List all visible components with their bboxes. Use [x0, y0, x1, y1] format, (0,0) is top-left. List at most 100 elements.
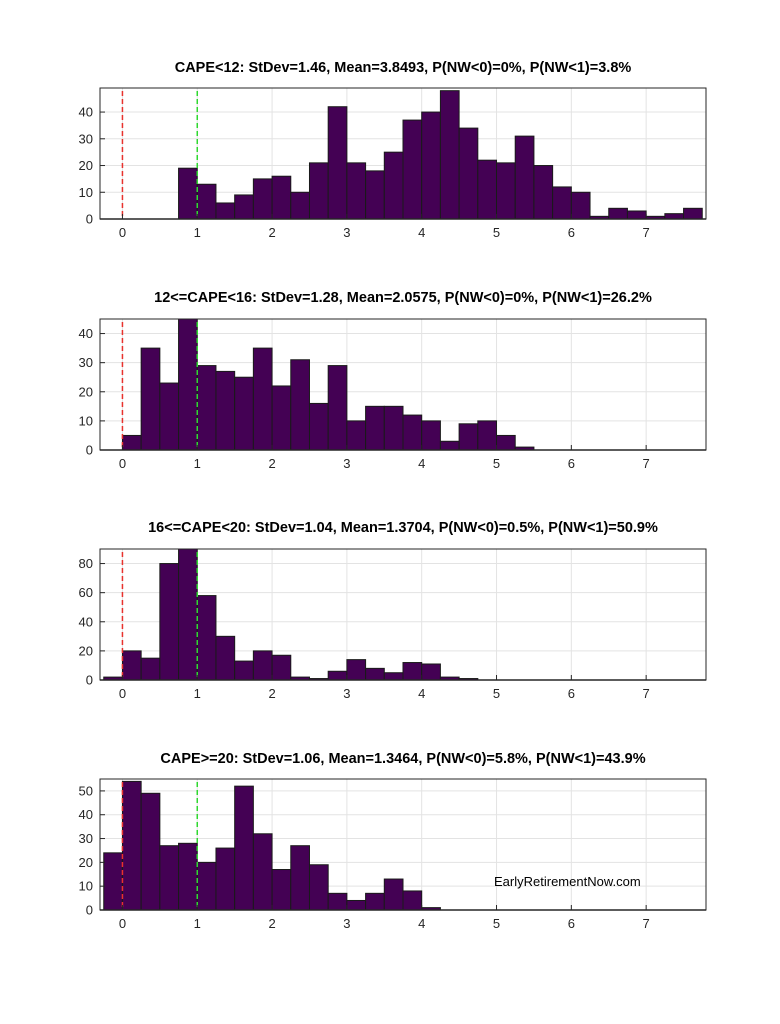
y-tick-label: 30	[79, 355, 93, 370]
histogram-bar	[121, 780, 142, 911]
histogram-bar	[178, 842, 198, 911]
histogram-bar	[159, 563, 180, 681]
histogram-bar	[196, 861, 217, 911]
y-tick-label: 10	[79, 185, 93, 200]
histogram-bar	[252, 178, 273, 220]
histogram-bar	[421, 420, 441, 451]
histogram-bar	[664, 213, 685, 220]
histogram-bar	[683, 207, 703, 220]
watermark-text: EarlyRetirementNow.com	[494, 874, 641, 889]
histogram-bar	[215, 202, 236, 220]
x-tick-label: 0	[119, 916, 126, 931]
histogram-bar	[533, 165, 554, 220]
histogram-bar	[496, 434, 516, 451]
histogram-bar	[178, 318, 198, 451]
x-tick-label: 6	[568, 456, 575, 471]
x-tick-label: 4	[418, 686, 425, 701]
x-tick-label: 3	[343, 456, 350, 471]
x-tick-label: 2	[268, 916, 275, 931]
x-tick-label: 7	[643, 225, 650, 240]
histogram-bar	[365, 667, 385, 681]
x-tick-label: 6	[568, 916, 575, 931]
histogram-bar	[140, 657, 161, 681]
histogram-bar	[252, 833, 273, 911]
histogram-bar	[271, 385, 292, 451]
histogram-bar	[271, 654, 292, 681]
x-tick-label: 2	[268, 686, 275, 701]
histogram-bar	[196, 365, 217, 451]
histogram-bar	[439, 440, 460, 451]
histogram-bar	[159, 845, 180, 911]
histogram-bar	[552, 186, 572, 220]
histogram-bar	[458, 423, 479, 451]
y-tick-label: 40	[79, 807, 93, 822]
x-tick-label: 0	[119, 225, 126, 240]
x-tick-label: 4	[418, 225, 425, 240]
histogram-bar	[252, 650, 273, 681]
y-tick-label: 80	[79, 556, 93, 571]
x-tick-label: 3	[343, 686, 350, 701]
panel-title: 16<=CAPE<20: StDev=1.04, Mean=1.3704, P(…	[148, 520, 658, 536]
histogram-bar	[477, 159, 498, 220]
y-tick-label: 0	[86, 673, 93, 688]
histogram-bar	[608, 207, 628, 220]
histogram-bar	[346, 420, 367, 451]
x-tick-label: 4	[418, 456, 425, 471]
histogram-bar	[234, 660, 254, 681]
y-tick-label: 0	[86, 212, 93, 227]
histogram-bar	[121, 434, 142, 451]
panel-title: 12<=CAPE<16: StDev=1.28, Mean=2.0575, P(…	[154, 290, 652, 306]
x-tick-label: 4	[418, 916, 425, 931]
x-tick-label: 7	[643, 916, 650, 931]
x-tick-label: 1	[194, 456, 201, 471]
y-tick-label: 20	[79, 643, 93, 658]
histogram-bar	[346, 659, 367, 681]
y-tick-label: 50	[79, 783, 93, 798]
y-tick-label: 40	[79, 614, 93, 629]
y-tick-label: 10	[79, 413, 93, 428]
histogram-panel-1: CAPE<12: StDev=1.46, Mean=3.8493, P(NW<0…	[79, 60, 707, 240]
histogram-bar	[290, 845, 310, 911]
histogram-bar	[308, 864, 329, 911]
histogram-panel-2: 12<=CAPE<16: StDev=1.28, Mean=2.0575, P(…	[79, 290, 707, 471]
histogram-bar	[626, 210, 647, 220]
axes-frame	[99, 318, 707, 451]
histogram-bar	[308, 162, 329, 220]
histogram-bar	[196, 183, 217, 220]
y-tick-label: 20	[79, 384, 93, 399]
histogram-bar	[327, 365, 348, 451]
histogram-bar	[103, 852, 123, 911]
histogram-bar	[346, 162, 367, 220]
axes-frame	[99, 548, 707, 681]
x-tick-label: 3	[343, 916, 350, 931]
histogram-bar	[421, 111, 441, 220]
histogram-bar	[402, 890, 423, 911]
x-tick-label: 6	[568, 686, 575, 701]
x-tick-label: 2	[268, 225, 275, 240]
x-tick-label: 0	[119, 456, 126, 471]
histogram-bar	[234, 194, 254, 220]
histogram-bar	[402, 414, 423, 451]
histogram-bar	[477, 420, 498, 451]
histogram-bar	[159, 382, 180, 451]
panel-title: CAPE<12: StDev=1.46, Mean=3.8493, P(NW<0…	[175, 60, 632, 76]
axes-frame	[99, 87, 707, 220]
histogram-bar	[271, 869, 292, 911]
histogram-bar	[458, 127, 479, 220]
histogram-bar	[215, 847, 236, 911]
x-tick-label: 7	[643, 456, 650, 471]
histogram-bar	[383, 878, 404, 911]
histogram-bar	[178, 548, 198, 681]
histogram-bar	[290, 191, 310, 220]
x-tick-label: 1	[194, 686, 201, 701]
histogram-bar	[514, 135, 535, 220]
histogram-bar	[234, 785, 254, 911]
histogram-bar	[365, 170, 385, 220]
x-tick-label: 6	[568, 225, 575, 240]
x-tick-label: 3	[343, 225, 350, 240]
histogram-bar	[365, 892, 385, 911]
y-tick-label: 20	[79, 158, 93, 173]
histogram-bar	[402, 119, 423, 220]
histogram-bar	[365, 405, 385, 451]
histogram-bar	[196, 595, 217, 681]
